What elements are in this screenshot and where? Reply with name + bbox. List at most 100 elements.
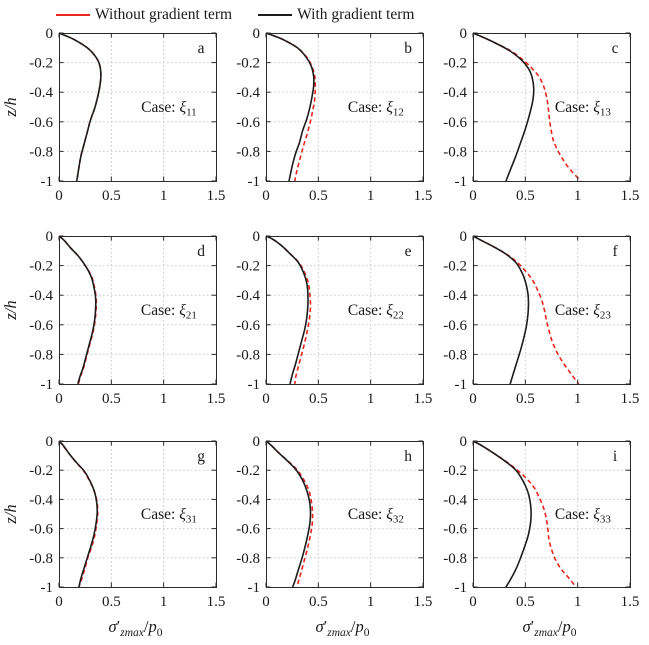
x-tick-label: 0.5 — [102, 188, 121, 204]
x-tick-label: 0.5 — [516, 594, 535, 610]
axes-box — [473, 236, 631, 385]
y-tick-label: -0.4 — [29, 85, 53, 101]
y-axis-label: z/h — [1, 300, 20, 320]
y-tick-label: 0 — [460, 26, 468, 42]
x-tick-label: 0.5 — [102, 594, 121, 610]
y-tick-label: -0.2 — [29, 259, 53, 275]
y-tick-label: -0.8 — [29, 144, 53, 160]
red-line-swatch-icon — [56, 14, 90, 16]
y-tick-label: -0.8 — [443, 347, 467, 363]
axes-box — [473, 441, 631, 588]
x-tick-label: 0 — [262, 594, 270, 610]
panel-letter: b — [404, 40, 412, 57]
y-tick-label: -1 — [41, 580, 54, 596]
x-tick-label: 1 — [574, 188, 582, 204]
y-tick-label: -0.8 — [236, 551, 260, 567]
y-tick-label: -0.2 — [236, 463, 260, 479]
x-tick-label: 0 — [262, 188, 270, 204]
x-tick-label: 1 — [160, 391, 168, 407]
curve-without-gradient-term — [265, 235, 312, 385]
case-label: Case: ξ22 — [348, 302, 404, 322]
case-label: Case: ξ12 — [348, 99, 404, 119]
y-axis-label: z/h — [1, 504, 20, 524]
x-tick-label: 1 — [367, 594, 375, 610]
x-tick-label: 0.5 — [516, 391, 535, 407]
y-tick-label: 0 — [460, 229, 468, 245]
y-tick-label: -0.8 — [443, 551, 467, 567]
panel-letter: e — [405, 243, 412, 260]
y-tick-label: -0.8 — [443, 144, 467, 160]
case-label: Case: ξ23 — [555, 302, 611, 322]
y-tick-label: -0.2 — [29, 463, 53, 479]
legend-item-with-gradient: With gradient term — [258, 6, 414, 24]
x-tick-label: 1.5 — [621, 391, 640, 407]
y-tick-label: -1 — [41, 174, 54, 190]
axes-box — [266, 33, 424, 182]
curve-with-gradient-term — [472, 235, 530, 385]
case-label: Case: ξ21 — [141, 302, 197, 322]
legend-label-with-gradient: With gradient term — [297, 6, 415, 23]
legend-label-without-gradient: Without gradient term — [95, 6, 233, 23]
y-tick-label: -0.2 — [236, 56, 260, 72]
x-tick-label: 0 — [469, 188, 477, 204]
y-tick-label: -0.2 — [29, 56, 53, 72]
curve-with-gradient-term — [265, 235, 309, 385]
panel-letter: d — [197, 243, 205, 260]
y-tick-label: -1 — [455, 174, 468, 190]
y-tick-label: -0.6 — [236, 522, 260, 538]
x-tick-label: 0 — [469, 594, 477, 610]
y-tick-label: -0.4 — [443, 492, 467, 508]
case-label: Case: ξ31 — [141, 506, 197, 526]
x-tick-label: 0.5 — [309, 594, 328, 610]
y-tick-label: -0.4 — [236, 288, 260, 304]
x-tick-label: 1.5 — [207, 391, 226, 407]
axes-box — [59, 33, 217, 182]
x-tick-label: 1 — [574, 594, 582, 610]
case-label: Case: ξ33 — [555, 506, 611, 526]
panel-letter: a — [198, 40, 205, 57]
y-tick-label: 0 — [253, 26, 261, 42]
curve-with-gradient-term — [265, 32, 315, 182]
x-tick-label: 1.5 — [207, 188, 226, 204]
y-tick-label: -0.4 — [443, 288, 467, 304]
y-tick-label: -1 — [41, 377, 54, 393]
y-tick-label: -0.2 — [443, 56, 467, 72]
axes-box — [266, 236, 424, 385]
curve-with-gradient-term — [58, 32, 102, 182]
x-axis-label: σ′zmax/p0 — [316, 617, 370, 639]
x-tick-label: 1.5 — [414, 391, 433, 407]
y-tick-label: -0.8 — [236, 144, 260, 160]
y-tick-label: -0.6 — [443, 522, 467, 538]
axes-box — [266, 441, 424, 588]
x-tick-label: 1.5 — [414, 188, 433, 204]
x-tick-label: 1 — [367, 391, 375, 407]
curve-with-gradient-term — [58, 440, 99, 588]
panel-letter: f — [612, 243, 618, 260]
y-tick-label: -0.8 — [236, 347, 260, 363]
y-tick-label: -0.2 — [443, 463, 467, 479]
x-tick-label: 1 — [367, 188, 375, 204]
panel-letter: i — [613, 448, 618, 465]
y-tick-label: -0.8 — [29, 551, 53, 567]
case-label: Case: ξ32 — [348, 506, 404, 526]
y-tick-label: -0.4 — [236, 492, 260, 508]
x-tick-label: 0 — [55, 594, 63, 610]
axes-box — [473, 33, 631, 182]
y-tick-label: 0 — [460, 434, 468, 450]
y-tick-label: -0.4 — [443, 85, 467, 101]
legend-item-without-gradient: Without gradient term — [56, 6, 232, 24]
y-axis-label: z/h — [1, 97, 20, 117]
x-tick-label: 1.5 — [621, 188, 640, 204]
x-axis-label: σ′zmax/p0 — [523, 617, 577, 639]
x-tick-label: 1 — [160, 594, 168, 610]
y-tick-label: -1 — [248, 377, 261, 393]
y-tick-label: -0.4 — [236, 85, 260, 101]
axes-box — [59, 441, 217, 588]
curve-without-gradient-term — [58, 440, 99, 588]
legend: Without gradient term With gradient term — [56, 6, 414, 24]
y-tick-label: 0 — [46, 434, 54, 450]
y-tick-label: -0.4 — [29, 288, 53, 304]
